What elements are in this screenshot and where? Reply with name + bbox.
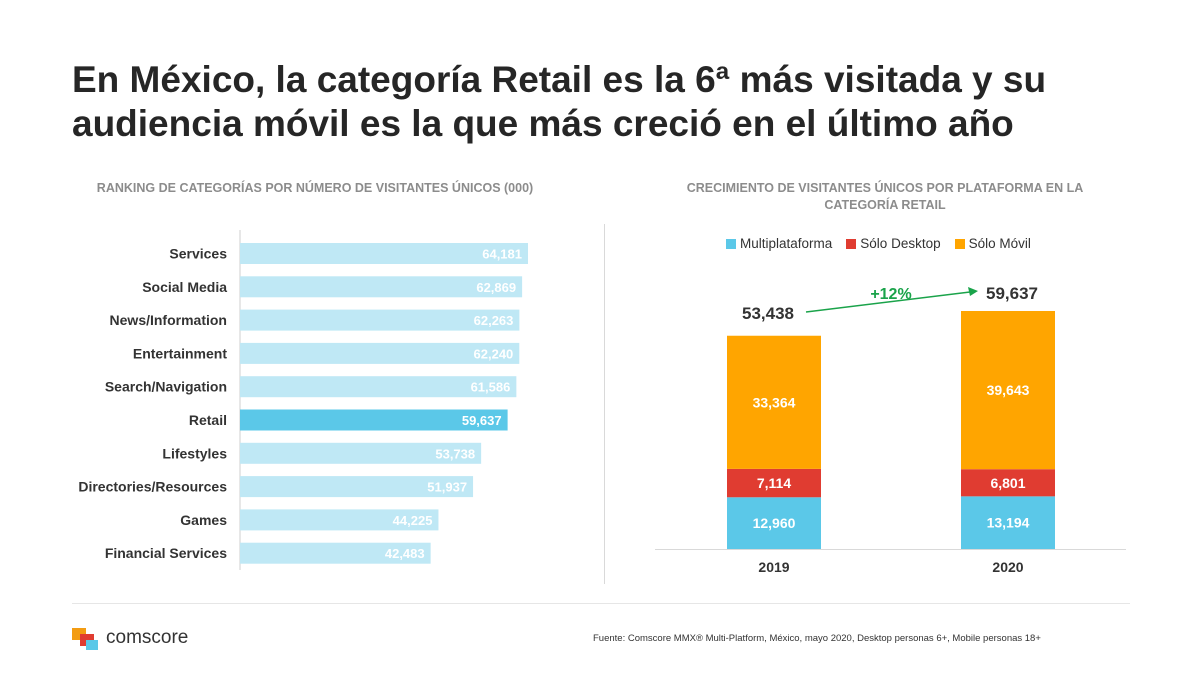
- ranking-category-label: Games: [180, 512, 227, 528]
- stacked-bar-segment: [727, 335, 821, 469]
- growth-legend: Multiplataforma Sólo Desktop Sólo Móvil: [726, 236, 1031, 251]
- ranking-category-label: Financial Services: [105, 545, 227, 561]
- ranking-category-label: Retail: [189, 412, 227, 428]
- ranking-bar: [240, 243, 528, 264]
- ranking-category-label: Entertainment: [133, 345, 227, 361]
- ranking-bar: [240, 542, 431, 564]
- ranking-value-label: 53,738: [435, 446, 475, 461]
- stacked-bar-segment: [961, 496, 1055, 549]
- ranking-bar: [240, 409, 508, 431]
- ranking-value-label: 44,225: [393, 513, 433, 528]
- legend-swatch-movil: [954, 238, 965, 249]
- ranking-category-label: Social Media: [142, 279, 227, 295]
- comscore-logo-icon: [72, 628, 98, 650]
- ranking-value-label: 62,240: [474, 346, 514, 361]
- stacked-bar-segment: [961, 310, 1055, 470]
- ranking-bar: [240, 376, 517, 398]
- ranking-bar: [240, 342, 520, 364]
- source-note: Fuente: Comscore MMX® Multi-Platform, Mé…: [593, 633, 1041, 644]
- stacked-bar-segment: [727, 468, 821, 498]
- comscore-logo-text: comscore: [106, 627, 189, 648]
- legend-swatch-multiplataforma: [726, 238, 736, 249]
- ranking-value-label: 59,637: [462, 413, 502, 428]
- ranking-bar: [240, 309, 520, 331]
- legend-item-desktop: Sólo Desktop: [846, 236, 941, 251]
- legend-label-multiplataforma: Multiplataforma: [740, 236, 833, 251]
- ranking-bar: [240, 509, 439, 531]
- ranking-value-label: 62,869: [476, 280, 516, 295]
- ranking-category-label: Search/Navigation: [105, 379, 227, 395]
- stacked-segment-label: 39,643: [987, 382, 1030, 398]
- ranking-category-label: Services: [169, 246, 227, 262]
- stacked-bar-segment: [961, 469, 1055, 497]
- ranking-bar: [240, 442, 482, 464]
- stack-total-label: 53,438: [742, 304, 794, 323]
- ranking-category-label: News/Information: [110, 312, 227, 328]
- legend-item-movil: Sólo Móvil: [954, 236, 1031, 251]
- page-title: En México, la categoría Retail es la 6ª …: [72, 59, 1047, 144]
- legend-label-desktop: Sólo Desktop: [860, 236, 941, 251]
- stack-total-label: 59,637: [986, 284, 1038, 303]
- stacked-segment-label: 6,801: [990, 475, 1025, 491]
- year-axis-label: 2019: [758, 559, 789, 575]
- ranking-value-label: 51,937: [427, 480, 467, 495]
- ranking-bar: [240, 476, 474, 498]
- ranking-chart-title: RANKING DE CATEGORÍAS POR NÚMERO DE VISI…: [96, 181, 534, 195]
- footer-divider: [72, 603, 1130, 604]
- ranking-bar: [240, 276, 523, 298]
- year-axis-label: 2020: [992, 559, 1023, 575]
- ranking-category-label: Lifestyles: [162, 445, 227, 461]
- growth-arrow: [805, 291, 971, 313]
- ranking-category-label: Directories/Resources: [78, 479, 227, 495]
- growth-percent-label: +12%: [870, 286, 911, 303]
- ranking-value-label: 62,263: [474, 313, 514, 328]
- ranking-chart: Services 64,181 Social Media 62,869 News/Inf…: [78, 230, 528, 570]
- ranking-value-label: 64,181: [482, 247, 522, 262]
- stacked-segment-label: 7,114: [757, 475, 791, 491]
- stacked-segment-label: 12,960: [753, 515, 796, 531]
- stacked-segment-label: 33,364: [753, 394, 796, 410]
- stacked-bar-segment: [727, 497, 821, 549]
- ranking-value-label: 61,586: [471, 380, 511, 395]
- growth-chart-title: CRECIMIENTO DE VISITANTES ÚNICOS POR PLA…: [686, 181, 1084, 212]
- chart-divider: [604, 224, 605, 584]
- legend-label-movil: Sólo Móvil: [968, 236, 1031, 251]
- legend-swatch-desktop: [846, 238, 857, 249]
- legend-item-multiplataforma: Multiplataforma: [726, 236, 832, 251]
- ranking-value-label: 42,483: [385, 546, 425, 561]
- stacked-segment-label: 13,194: [987, 515, 1030, 531]
- growth-arrowhead-icon: [968, 287, 978, 296]
